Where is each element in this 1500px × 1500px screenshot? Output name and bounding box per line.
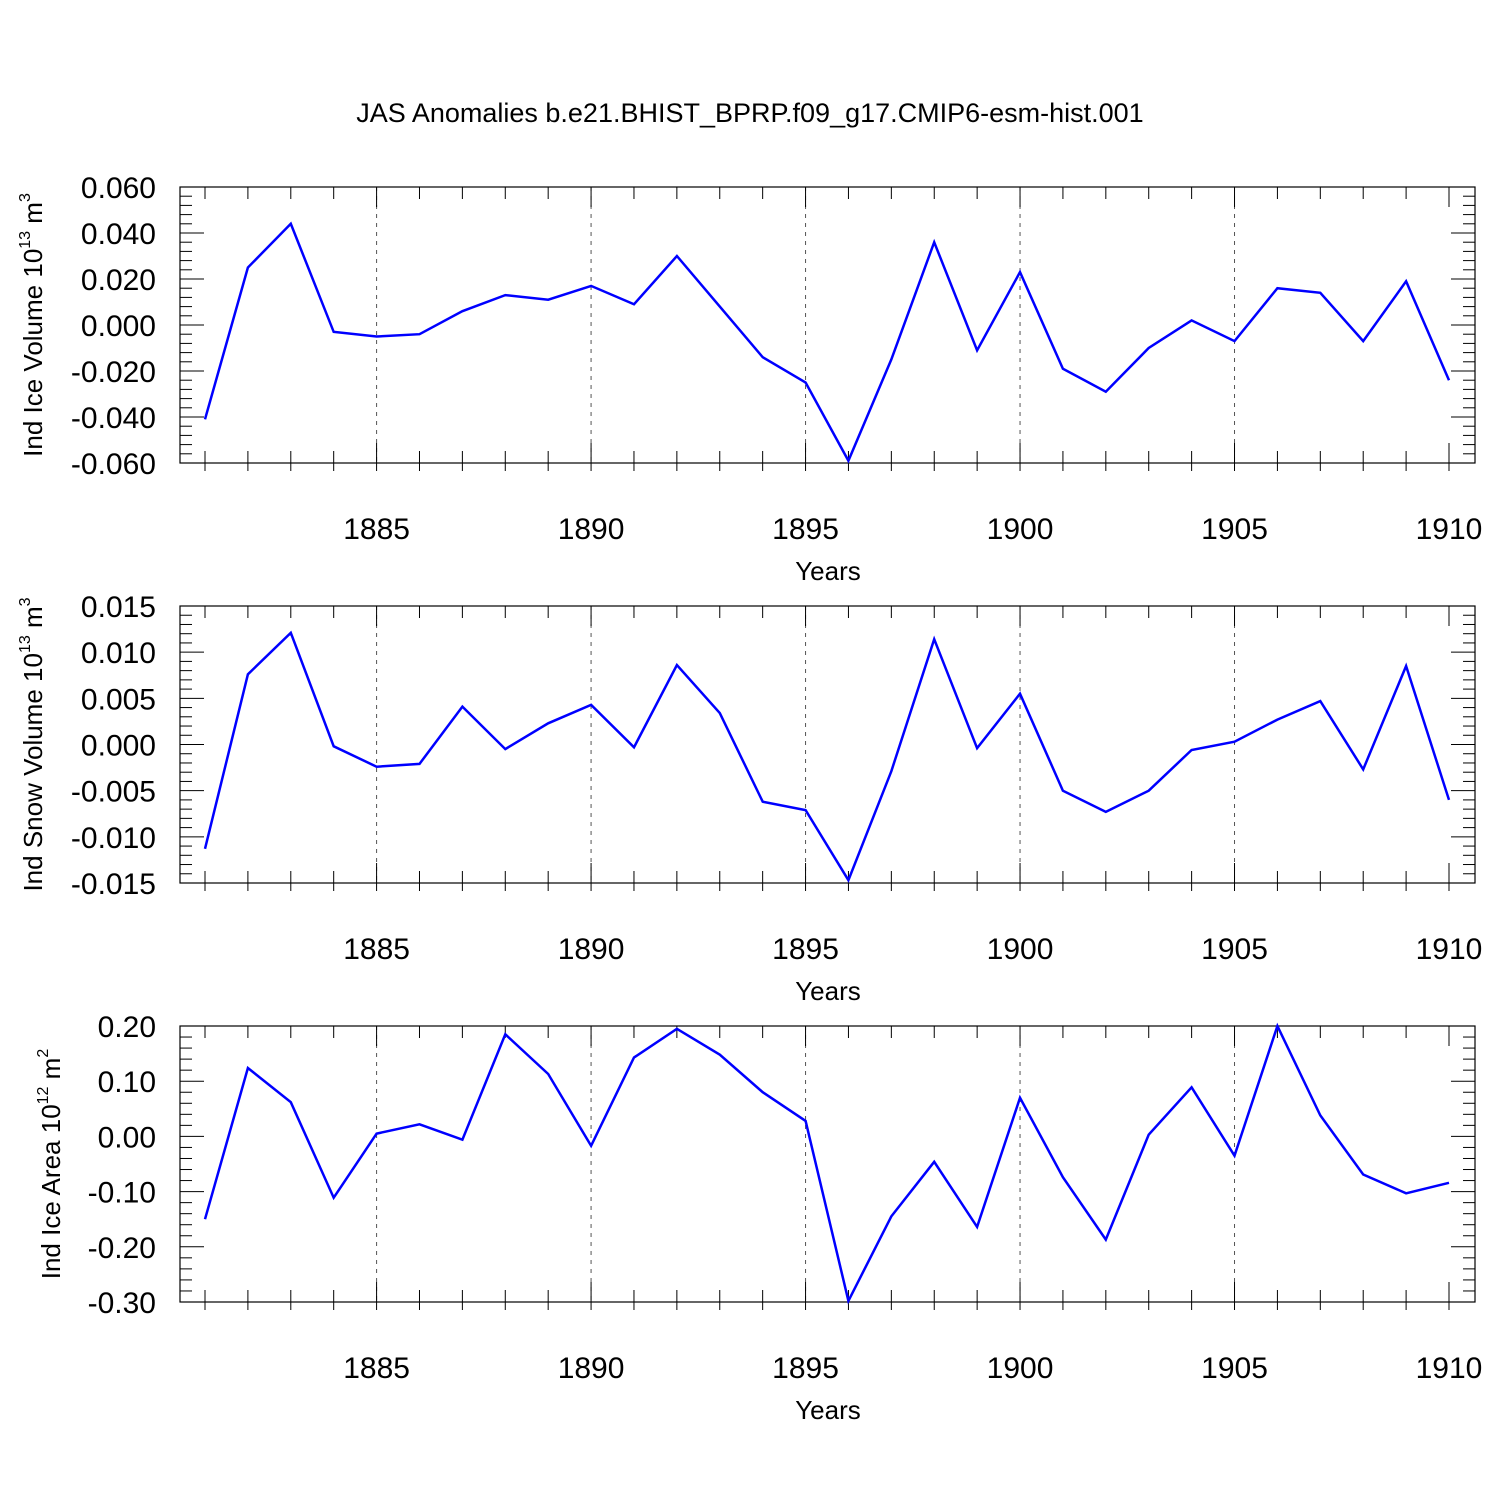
y-tick-label: -0.010 [71,822,156,855]
x-tick-label: 1905 [1201,933,1268,966]
x-tick-label: 1900 [987,933,1054,966]
x-axis-label: Years [795,556,861,586]
y-tick-label: -0.040 [71,402,156,435]
x-tick-label: 1885 [343,513,410,546]
x-tick-label: 1890 [558,1352,625,1385]
x-tick-label: 1885 [343,933,410,966]
x-tick-label: 1885 [343,1352,410,1385]
y-tick-label: 0.20 [98,1011,156,1044]
x-tick-label: 1890 [558,933,625,966]
y-tick-label: 0.015 [81,591,156,624]
x-tick-label: 1900 [987,513,1054,546]
x-tick-label: 1895 [772,1352,839,1385]
x-axis-label: Years [795,1395,861,1425]
y-tick-label: -0.20 [88,1232,156,1265]
chart-title: JAS Anomalies b.e21.BHIST_BPRP.f09_g17.C… [356,98,1144,128]
y-tick-label: -0.015 [71,868,156,901]
y-tick-label: 0.10 [98,1066,156,1099]
panel-2: -0.015 -0.010 -0.005 0.000 0.005 0.010 0.015 18… [17,591,1482,1006]
x-tick-label: 1905 [1201,1352,1268,1385]
y-axis-label: Ind Ice Volume 1013 m3 [17,193,48,457]
series-line [203,221,1451,464]
x-tick-label: 1900 [987,1352,1054,1385]
y-tick-label: -0.10 [88,1177,156,1210]
y-tick-label: 0.040 [81,218,156,251]
y-tick-label: 0.005 [81,683,156,716]
x-tick-label: 1910 [1416,933,1483,966]
x-tick-label: 1910 [1416,1352,1483,1385]
y-tick-label: 0.010 [81,637,156,670]
panel-1: -0.060 -0.040 -0.020 0.000 0.020 0.040 0.060 18… [17,172,1482,586]
plot-frame [179,605,1476,884]
panel-3: -0.30 -0.20 -0.10 0.00 0.10 0.20 1885 1890 1895 1… [35,1011,1482,1425]
x-tick-label: 1905 [1201,513,1268,546]
y-tick-label: -0.005 [71,776,156,809]
x-tick-label: 1910 [1416,513,1483,546]
series-line [203,630,1451,883]
y-tick-label: 0.000 [81,310,156,343]
x-tick-label: 1895 [772,933,839,966]
x-axis-label: Years [795,976,861,1006]
series-line [203,1022,1450,1305]
y-axis-label: Ind Ice Area 1012 m2 [35,1049,66,1280]
plot-frame [179,1025,1476,1303]
y-tick-label: -0.060 [71,448,156,481]
y-tick-label: 0.00 [98,1121,156,1154]
x-tick-label: 1890 [558,513,625,546]
y-tick-label: -0.020 [71,356,156,389]
y-tick-label: 0.060 [81,172,156,205]
y-tick-label: 0.020 [81,264,156,297]
y-tick-label: 0.000 [81,730,156,763]
x-tick-label: 1895 [772,513,839,546]
y-tick-label: -0.30 [88,1287,156,1320]
y-axis-label: Ind Snow Volume 1013 m3 [17,597,48,891]
